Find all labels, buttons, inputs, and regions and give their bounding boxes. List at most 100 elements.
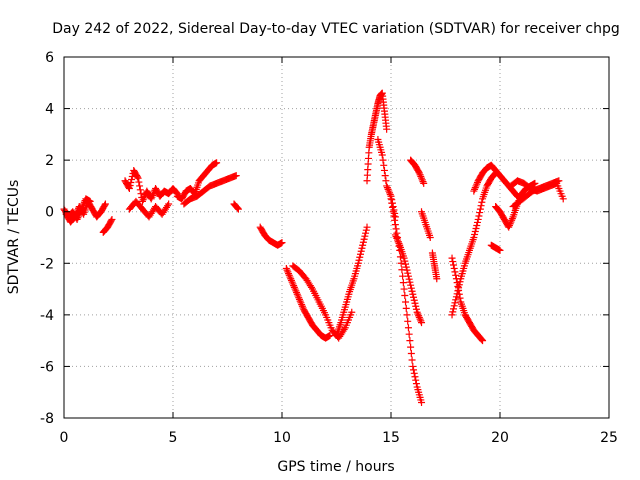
- data-point-marker: [407, 350, 415, 358]
- data-point-marker: [454, 287, 462, 295]
- data-point-marker: [415, 312, 423, 320]
- data-point-marker: [293, 290, 301, 298]
- data-point-marker: [478, 336, 486, 344]
- data-point-marker: [149, 191, 157, 199]
- data-point-marker: [391, 213, 399, 221]
- series-arc-24: [487, 241, 504, 254]
- data-point-marker: [405, 275, 413, 283]
- x-tick-label: 15: [382, 430, 400, 446]
- data-point-marker: [394, 236, 402, 244]
- data-point-marker: [164, 202, 172, 210]
- x-tick-label: 5: [169, 430, 178, 446]
- chart-title: Day 242 of 2022, Sidereal Day-to-day VTE…: [52, 21, 620, 37]
- series-arc-21: [448, 169, 500, 319]
- y-tick-label: -4: [40, 308, 54, 324]
- data-point-marker: [101, 200, 109, 208]
- y-tick-label: 2: [45, 153, 54, 169]
- data-point-marker: [213, 159, 221, 167]
- data-point-marker: [412, 305, 420, 313]
- tick-layer: 0 5 10 15 20 25 -8 -6 -4 -2 0 2 4 6: [40, 50, 618, 446]
- data-point-marker: [165, 200, 173, 208]
- data-point-marker: [108, 215, 116, 223]
- data-point-marker: [412, 376, 420, 384]
- data-point-marker: [388, 199, 396, 207]
- data-point-marker: [136, 182, 144, 190]
- data-point-marker: [420, 179, 428, 187]
- data-point-marker: [473, 218, 481, 226]
- data-point-marker: [531, 179, 539, 187]
- data-point-marker: [233, 203, 241, 211]
- data-point-marker: [400, 254, 408, 262]
- data-point-marker: [406, 278, 414, 286]
- data-point-marker: [173, 189, 181, 197]
- series-arc-9: [256, 223, 286, 249]
- data-point-marker: [289, 280, 297, 288]
- data-point-marker: [363, 223, 371, 231]
- data-point-marker: [385, 187, 393, 195]
- data-point-marker: [386, 191, 394, 199]
- data-point-marker: [139, 196, 147, 204]
- data-point-marker: [138, 197, 146, 205]
- series-arc-3: [99, 215, 116, 236]
- series-arc-18: [418, 208, 434, 241]
- data-point-marker: [395, 240, 403, 248]
- data-point-marker: [362, 226, 370, 234]
- data-point-marker: [417, 172, 425, 180]
- data-point-marker: [389, 208, 397, 216]
- data-point-marker: [479, 337, 487, 345]
- data-point-marker: [452, 293, 460, 301]
- data-point-marker: [298, 301, 306, 309]
- data-point-marker: [508, 216, 516, 224]
- data-point-marker: [401, 257, 409, 265]
- data-point-marker: [393, 234, 401, 242]
- data-point-marker: [354, 259, 362, 267]
- data-point-marker: [407, 343, 415, 351]
- data-point-marker: [285, 270, 293, 278]
- data-point-marker: [450, 302, 458, 310]
- data-point-marker: [391, 231, 399, 239]
- data-point-marker: [473, 178, 481, 186]
- y-tick-label: 4: [45, 102, 54, 118]
- data-point-marker: [382, 177, 390, 185]
- data-point-marker: [147, 195, 155, 203]
- series-arc-17: [407, 156, 428, 187]
- y-tick-label: 6: [45, 50, 54, 66]
- data-point-marker: [292, 287, 300, 295]
- data-point-marker: [506, 220, 514, 228]
- data-point-marker: [451, 299, 459, 307]
- data-point-marker: [411, 373, 419, 381]
- data-point-marker: [288, 278, 296, 286]
- data-point-marker: [505, 221, 513, 229]
- data-point-marker: [412, 380, 420, 388]
- data-point-marker: [452, 271, 460, 279]
- y-axis-label: SDTVAR / TECUs: [6, 180, 22, 295]
- data-point-marker: [449, 305, 457, 313]
- data-point-marker: [326, 331, 334, 339]
- x-axis-label: GPS time / hours: [277, 459, 394, 475]
- data-point-marker: [383, 125, 391, 133]
- data-point-marker: [107, 217, 115, 225]
- data-point-marker: [299, 304, 307, 312]
- grid-layer: [64, 57, 609, 418]
- data-point-marker: [418, 399, 426, 407]
- data-point-marker: [409, 290, 417, 298]
- data-point-marker: [471, 230, 479, 238]
- data-point-marker: [402, 298, 410, 306]
- data-point-marker: [307, 283, 315, 291]
- data-point-marker: [449, 258, 457, 266]
- data-point-marker: [287, 275, 295, 283]
- data-point-marker: [410, 369, 418, 377]
- data-point-marker: [234, 205, 242, 213]
- data-point-marker: [414, 310, 422, 318]
- series-arc-6: [173, 159, 221, 203]
- data-point-marker: [476, 205, 484, 213]
- data-point-marker: [410, 366, 418, 374]
- data-point-marker: [403, 311, 411, 319]
- data-point-marker: [417, 317, 425, 325]
- data-point-marker: [356, 250, 364, 258]
- data-point-marker: [394, 238, 402, 246]
- data-point-marker: [400, 285, 408, 293]
- data-point-marker: [381, 172, 389, 180]
- data-point-marker: [380, 166, 388, 174]
- data-point-marker: [391, 216, 399, 224]
